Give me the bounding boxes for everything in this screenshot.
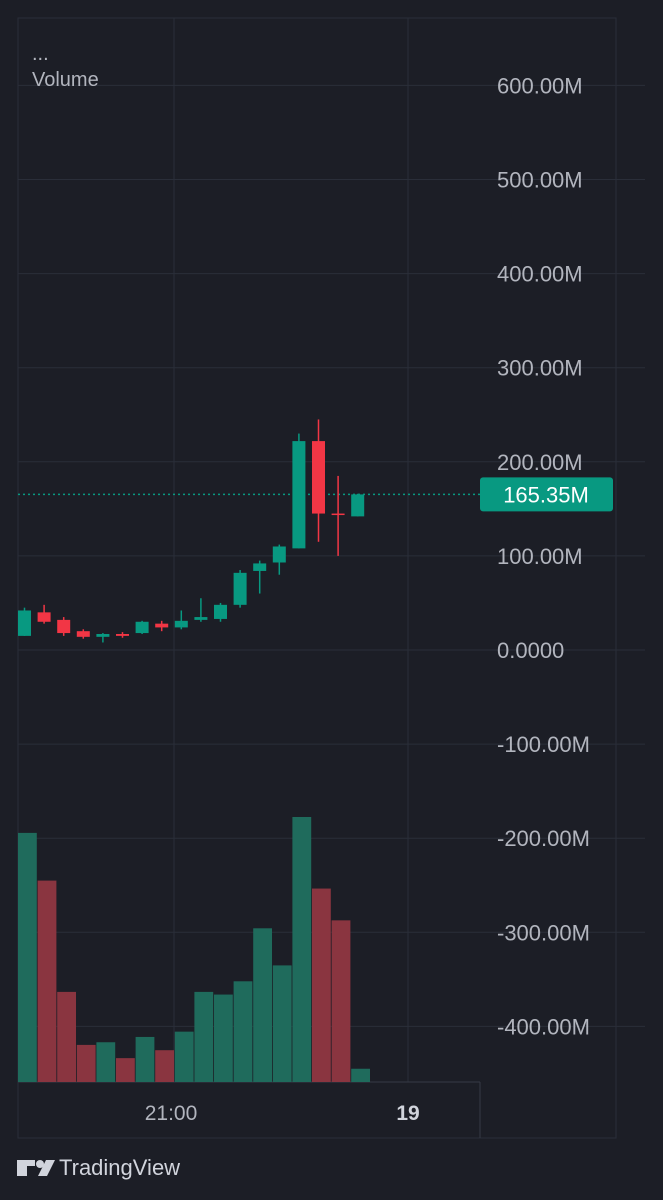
candle-body — [174, 620, 188, 628]
legend: ... Volume — [32, 43, 99, 91]
candle-body — [233, 572, 247, 605]
candle — [37, 604, 51, 624]
candles — [18, 419, 365, 643]
candle-body — [292, 441, 306, 549]
candle-body — [116, 634, 129, 636]
legend-menu-dots[interactable]: ... — [32, 43, 49, 65]
legend-title: Volume — [32, 69, 99, 91]
volume-bar — [155, 1050, 174, 1082]
price-tick-label: 400.00M — [497, 262, 583, 287]
candle-body — [351, 494, 365, 517]
volume-bar — [135, 1036, 155, 1082]
time-tick-label: 21:00 — [145, 1102, 198, 1125]
candle-body — [331, 513, 345, 516]
volume-bar — [312, 888, 331, 1082]
volume-bar — [116, 1058, 135, 1082]
candle-body — [155, 623, 169, 628]
volume-bars — [18, 817, 370, 1082]
chart-border — [17, 17, 617, 1139]
volume-bar — [331, 920, 351, 1082]
volume-bar — [214, 994, 233, 1082]
chart-grid — [17, 17, 645, 1139]
candle-body — [194, 617, 208, 620]
price-tick-label: 500.00M — [497, 168, 583, 193]
price-tick-label: -100.00M — [497, 732, 590, 757]
candle — [214, 602, 227, 622]
candle-body — [272, 546, 286, 563]
candle-body — [37, 612, 51, 622]
price-axis[interactable]: 600.00M 500.00M 400.00M 300.00M 200.00M 100.0… — [497, 73, 590, 1039]
candle — [312, 419, 325, 542]
candle-body — [312, 441, 325, 514]
candle — [174, 610, 188, 630]
volume-bar — [37, 880, 57, 1082]
price-tick-label: -300.00M — [497, 920, 590, 945]
candle — [253, 560, 267, 594]
candle — [155, 620, 169, 632]
brand[interactable]: TradingView — [17, 1155, 180, 1180]
candle-body — [214, 604, 227, 619]
candle-body — [135, 621, 149, 634]
volume-bar — [253, 928, 272, 1082]
volume-bar — [18, 832, 37, 1082]
candle-body — [76, 631, 90, 637]
candle — [351, 493, 365, 517]
volume-bar — [76, 1044, 96, 1082]
candle — [233, 570, 247, 608]
price-tick-label: 200.00M — [497, 450, 583, 475]
price-tick-label: 600.00M — [497, 73, 583, 98]
candle-body — [18, 610, 31, 636]
candle-body — [96, 634, 110, 637]
last-price-tag: 165.35M — [480, 477, 613, 512]
time-axis[interactable]: 21:00 19 — [145, 1102, 420, 1125]
candle-body — [57, 619, 71, 634]
volume-bar — [272, 965, 292, 1082]
candle — [135, 620, 149, 635]
candle — [292, 433, 306, 549]
volume-bar — [233, 981, 253, 1082]
volume-bar — [57, 991, 76, 1082]
volume-bar — [351, 1068, 370, 1082]
price-tick-label: -200.00M — [497, 826, 590, 851]
candle — [194, 598, 208, 622]
candle — [57, 617, 71, 636]
candle — [96, 633, 110, 643]
price-tick-label: 0.0000 — [497, 638, 564, 663]
candle — [272, 544, 286, 575]
volume-bar — [96, 1042, 116, 1082]
candle — [18, 607, 31, 636]
last-price-label: 165.35M — [503, 482, 589, 507]
candle — [76, 629, 90, 639]
volume-bar — [174, 1031, 194, 1082]
candle — [116, 632, 129, 638]
volume-bar — [292, 817, 312, 1082]
volume-bar — [194, 991, 214, 1082]
brand-name: TradingView — [59, 1155, 180, 1180]
candle-body — [253, 563, 267, 571]
price-tick-label: 100.00M — [497, 544, 583, 569]
price-tick-label: -400.00M — [497, 1014, 590, 1039]
time-tick-label: 19 — [396, 1102, 419, 1125]
price-tick-label: 300.00M — [497, 356, 583, 381]
candle — [331, 475, 345, 556]
tradingview-logo-icon — [17, 1160, 55, 1176]
